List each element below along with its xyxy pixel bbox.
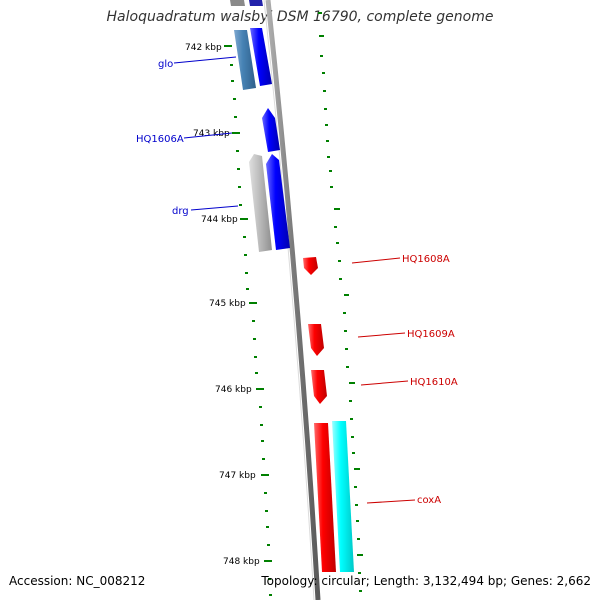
genome-backbone-highlight xyxy=(263,0,315,600)
gene-hq1608a[interactable] xyxy=(303,257,318,275)
gene-label-hq1610a[interactable]: HQ1610A xyxy=(410,377,458,388)
gene-label-hq1606a[interactable]: HQ1606A xyxy=(136,134,184,145)
gene-label-hq1609a[interactable]: HQ1609A xyxy=(407,329,455,340)
gene-drg-cds[interactable] xyxy=(249,154,272,252)
tick-label-744: 744 kbp xyxy=(201,215,238,225)
tick-label-747: 747 kbp xyxy=(219,471,256,481)
gene-drg[interactable] xyxy=(266,154,290,250)
gene-label-drg[interactable]: drg xyxy=(172,206,189,217)
gene-label-hq1608a[interactable]: HQ1608A xyxy=(402,254,450,265)
genome-summary-label: Topology: circular; Length: 3,132,494 bp… xyxy=(261,574,591,588)
tick-label-745: 745 kbp xyxy=(209,299,246,309)
gene-hq1606a[interactable] xyxy=(262,108,280,152)
reverse-strand-features xyxy=(230,0,290,252)
gene-label-coxa[interactable]: coxA xyxy=(417,495,441,506)
gene-coxa[interactable] xyxy=(314,423,336,572)
genome-backbone xyxy=(265,0,321,600)
tick-label-743: 743 kbp xyxy=(193,129,230,139)
label-leaders xyxy=(173,56,416,504)
tick-label-748: 748 kbp xyxy=(223,557,260,567)
tick-label-742: 742 kbp xyxy=(185,43,222,53)
inner-tick-track xyxy=(224,45,272,596)
gene-glo-top-blue xyxy=(249,0,263,6)
forward-strand-features xyxy=(303,257,354,572)
gene-glo-top-grey xyxy=(230,0,245,6)
gene-hq1610a[interactable] xyxy=(311,370,327,404)
tick-label-746: 746 kbp xyxy=(215,385,252,395)
gene-glo-cds[interactable] xyxy=(234,30,256,90)
gene-glo[interactable] xyxy=(250,28,272,86)
gene-hq1609a[interactable] xyxy=(308,324,324,356)
outer-tick-track xyxy=(318,12,363,592)
map-title: Haloquadratum walsbyi DSM 16790, complet… xyxy=(106,9,494,25)
accession-label: Accession: NC_008212 xyxy=(9,574,146,588)
gene-coxa-cds[interactable] xyxy=(332,421,354,572)
gene-label-glo[interactable]: glo xyxy=(158,59,173,70)
